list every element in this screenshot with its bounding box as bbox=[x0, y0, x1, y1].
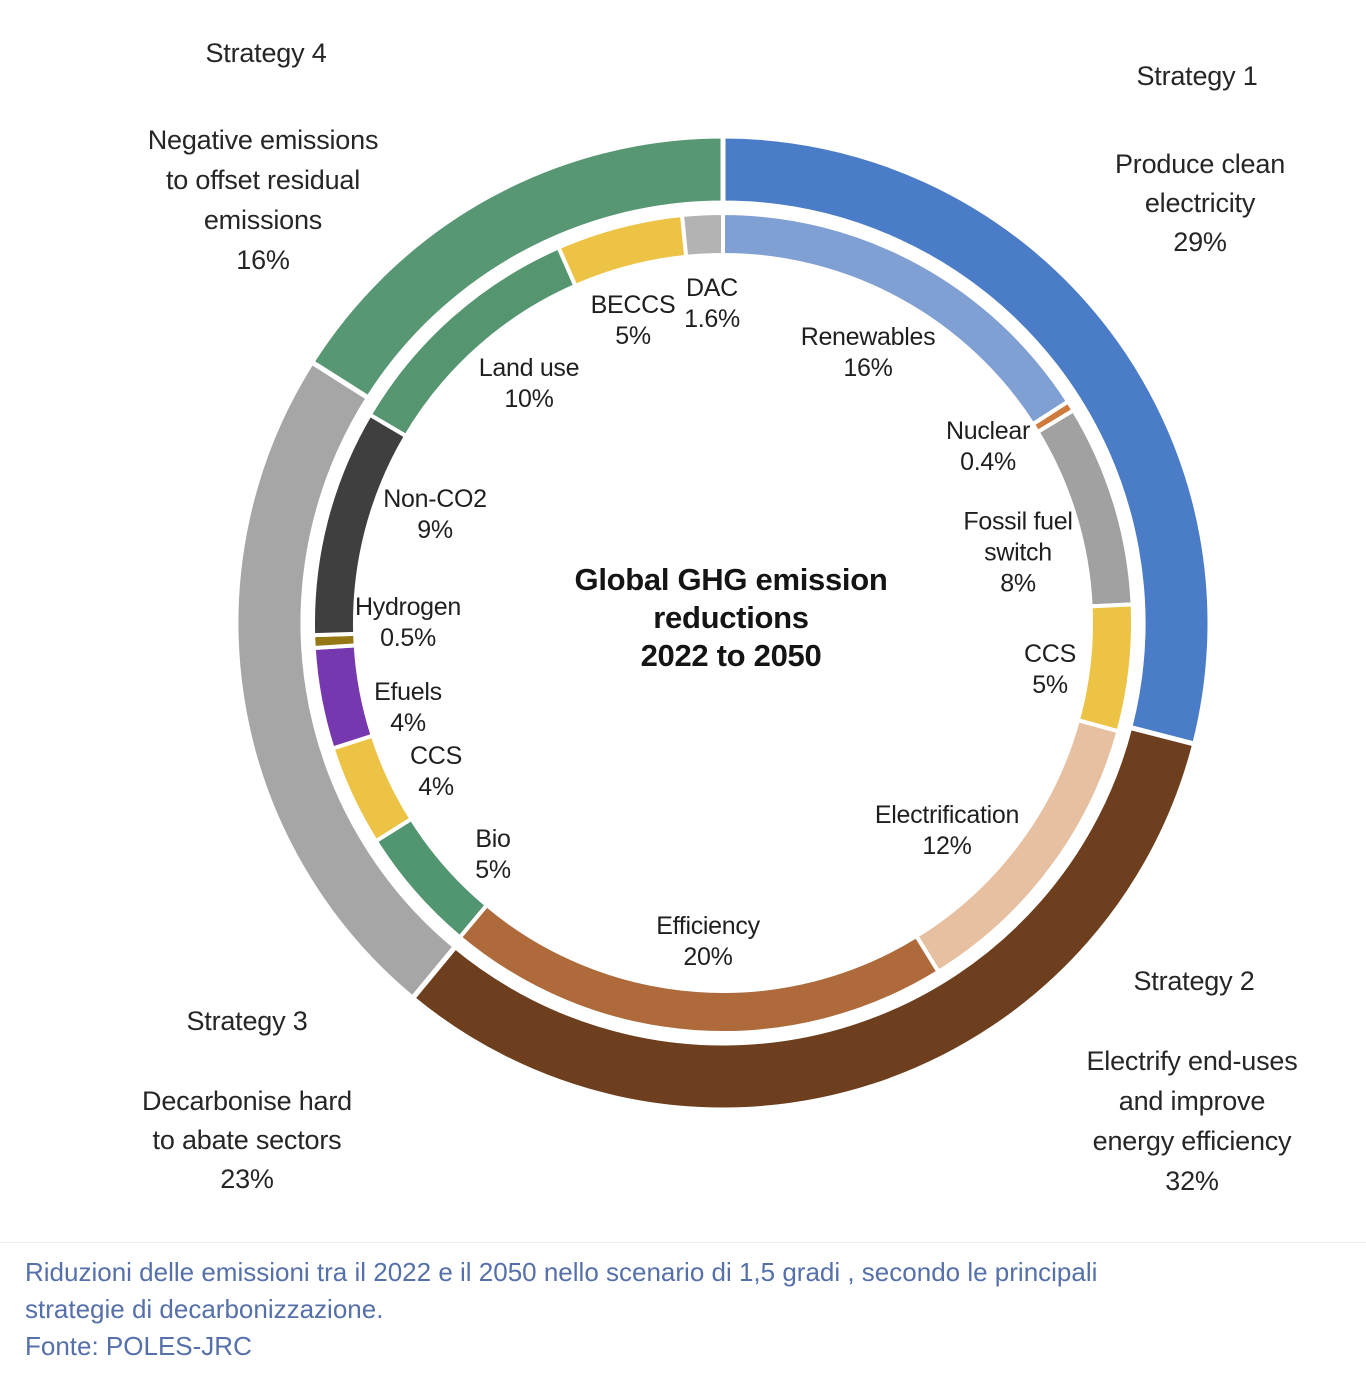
segment-label-line: CCS bbox=[1024, 640, 1076, 668]
strategy-title-strategy-1: Strategy 1 bbox=[1136, 61, 1258, 91]
segment-label-line: 16% bbox=[843, 354, 893, 382]
segment-label-line: 12% bbox=[922, 832, 972, 860]
inner-segment-8-efuels bbox=[311, 643, 375, 751]
strategy-description-strategy-4: Negative emissions to offset residual emis… bbox=[148, 120, 379, 280]
segment-label-beccs-12: BECCS 5% bbox=[591, 290, 676, 352]
segment-label-line: Nuclear bbox=[945, 417, 1031, 445]
chart-center-title: Global GHG emission reductions 2022 to 2… bbox=[575, 561, 888, 675]
caption-source: Fonte: POLES-JRC bbox=[25, 1331, 252, 1361]
segment-label-line: 10% bbox=[504, 385, 554, 413]
segment-label-land-use-11: Land use 10% bbox=[478, 353, 580, 415]
strategy-title-strategy-2: Strategy 2 bbox=[1133, 966, 1255, 996]
segment-label-ccs-7: CCS 4% bbox=[410, 741, 462, 803]
segment-label-line: switch bbox=[984, 538, 1052, 567]
segment-label-ccs-3: CCS 5% bbox=[1024, 639, 1076, 701]
segment-label-line: 4% bbox=[390, 709, 426, 737]
strategy-description-line: emissions bbox=[203, 205, 323, 235]
segment-label-electrification-4: Electrification 12% bbox=[875, 800, 1019, 862]
segment-label-line: Renewables bbox=[800, 323, 936, 351]
segment-label-line: CCS bbox=[410, 742, 462, 770]
segment-label-line: 9% bbox=[417, 516, 453, 544]
strategy-description-line: and improve bbox=[1118, 1086, 1266, 1116]
strategy-description-line: Produce clean bbox=[1114, 149, 1286, 179]
segment-label-line: 8% bbox=[1000, 569, 1036, 598]
segment-label-non-co2-10: Non-CO2 9% bbox=[383, 484, 487, 546]
strategy-description-line: to offset residual bbox=[165, 165, 361, 195]
inner-segment-13-dac bbox=[680, 211, 725, 259]
segment-label-line: Land use bbox=[478, 354, 580, 382]
segment-label-line: Hydrogen bbox=[355, 593, 461, 621]
caption-line: strategie di decarbonizzazione. bbox=[25, 1294, 384, 1324]
segment-label-dac-13: DAC 1.6% bbox=[684, 273, 740, 335]
segment-label-line: 5% bbox=[475, 856, 511, 884]
segment-label-line: Efficiency bbox=[656, 912, 760, 940]
chart-title-line: reductions bbox=[653, 600, 809, 635]
segment-label-line: 5% bbox=[1032, 671, 1068, 699]
segment-label-bio-6: Bio 5% bbox=[475, 824, 511, 886]
segment-label-fossil-fuel-switch-2: Fossil fuel switch 8% bbox=[963, 507, 1073, 600]
caption-divider-line bbox=[0, 1242, 1366, 1243]
chart-title-line: 2022 to 2050 bbox=[640, 638, 822, 673]
segment-label-line: Electrification bbox=[874, 801, 1020, 829]
strategy-description-line: to abate sectors bbox=[152, 1125, 342, 1155]
strategy-description-line: Negative emissions bbox=[147, 125, 379, 155]
strategy-description-line: energy efficiency bbox=[1092, 1126, 1292, 1156]
segment-label-line: 4% bbox=[418, 773, 454, 801]
segment-label-hydrogen-9: Hydrogen 0.5% bbox=[355, 592, 461, 654]
caption-line: Riduzioni delle emissioni tra il 2022 e … bbox=[25, 1257, 1098, 1287]
segment-label-nuclear-1: Nuclear 0.4% bbox=[946, 416, 1030, 478]
chart-title-line: Global GHG emission bbox=[574, 562, 888, 597]
strategy-description-line: Electrify end-uses bbox=[1086, 1046, 1298, 1076]
segment-label-line: Non-CO2 bbox=[383, 485, 487, 513]
segment-label-efuels-8: Efuels 4% bbox=[374, 677, 442, 739]
strategy-title-strategy-3: Strategy 3 bbox=[186, 1006, 308, 1036]
strategy-title-strategy-4: Strategy 4 bbox=[205, 38, 327, 68]
strategy-description-line: Decarbonise hard bbox=[142, 1086, 352, 1116]
strategy-description-strategy-3: Decarbonise hard to abate sectors 23% bbox=[142, 1082, 352, 1199]
inner-segment-3-ccs bbox=[1075, 602, 1135, 734]
segment-label-line: BECCS bbox=[590, 291, 676, 319]
segment-label-line: Fossil fuel bbox=[963, 507, 1073, 536]
strategy-description-strategy-1: Produce clean electricity 29% bbox=[1115, 145, 1285, 262]
nested-donut-chart bbox=[236, 133, 1210, 1110]
segment-label-line: Bio bbox=[475, 825, 511, 853]
figure-caption: Riduzioni delle emissioni tra il 2022 e … bbox=[25, 1254, 1097, 1365]
segment-label-line: 5% bbox=[615, 322, 651, 350]
segment-label-line: DAC bbox=[686, 274, 738, 302]
strategy-description-line: 16% bbox=[236, 245, 290, 275]
segment-label-efficiency-5: Efficiency 20% bbox=[656, 911, 760, 973]
segment-label-line: 0.5% bbox=[380, 624, 436, 652]
outer-segment-3-strategy-4 bbox=[309, 133, 726, 401]
strategy-description-line: electricity bbox=[1144, 188, 1256, 218]
strategy-description-line: 23% bbox=[220, 1164, 274, 1194]
segment-label-line: 20% bbox=[683, 943, 733, 971]
segment-label-line: Efuels bbox=[374, 678, 442, 706]
segment-label-renewables-0: Renewables 16% bbox=[801, 322, 936, 384]
strategy-description-line: 32% bbox=[1165, 1166, 1219, 1196]
segment-label-line: 1.6% bbox=[684, 305, 740, 333]
strategy-description-line: 29% bbox=[1173, 227, 1227, 257]
segment-label-line: 0.4% bbox=[960, 448, 1016, 476]
strategy-description-strategy-2: Electrify end-uses and improve energy effi… bbox=[1087, 1041, 1298, 1201]
